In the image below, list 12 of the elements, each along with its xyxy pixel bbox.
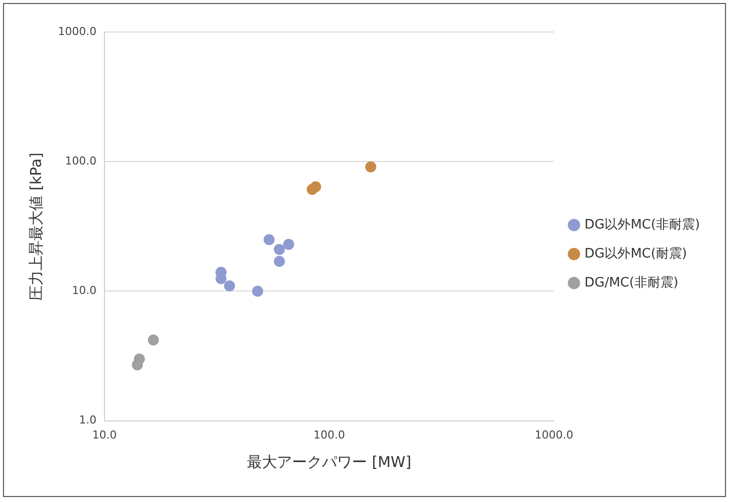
y-tick-label: 1.0 — [78, 414, 96, 427]
x-axis-title: 最大アークパワー [MW] — [247, 452, 412, 471]
x-tick-label: 10.0 — [92, 428, 117, 442]
legend-label: DG以外MC(非耐震) — [584, 217, 700, 232]
y-tick-label: 1000.0 — [58, 24, 96, 38]
x-tick-label: 100.0 — [313, 428, 345, 442]
legend-label: DG/MC(非耐震) — [584, 275, 678, 290]
legend-label: DG以外MC(耐震) — [584, 246, 688, 262]
y-tick-label: 10.0 — [72, 284, 96, 298]
y-axis-title: 圧力上昇最大値 [kPa] — [26, 152, 45, 300]
x-tick-label: 1000.0 — [534, 428, 574, 442]
y-tick-label: 100.0 — [64, 154, 96, 168]
